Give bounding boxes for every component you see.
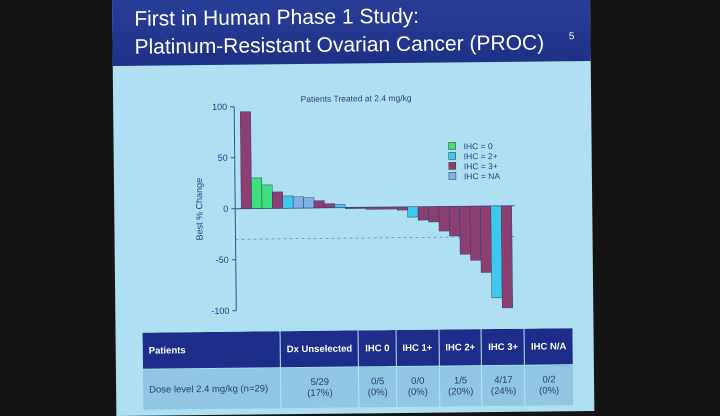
bar (439, 206, 450, 231)
header-cell: IHC 1+ (396, 329, 439, 366)
header-cell: Dx Unselected (280, 330, 359, 368)
bar (356, 207, 366, 208)
cell: 1/5(20%) (439, 366, 482, 407)
header-cell: IHC 0 (358, 330, 396, 367)
cell: 5/29(17%) (280, 367, 359, 409)
bar (470, 206, 481, 260)
cell-percent: (0%) (368, 387, 388, 398)
bar (501, 206, 512, 308)
waterfall-chart: Patients Treated at 2.4 mg/kg Best % Chan… (112, 0, 593, 326)
bar (262, 185, 273, 209)
y-tick-label: 50 (218, 153, 228, 163)
bar (408, 207, 419, 217)
y-tick-label: 100 (212, 102, 227, 112)
cell-fraction: 4/17 (494, 375, 513, 386)
cell: 0/5(0%) (359, 367, 397, 408)
header-cell: IHC N/A (524, 328, 573, 366)
bar (314, 201, 324, 208)
legend-swatch (449, 172, 456, 179)
cell: 4/17(24%) (482, 365, 525, 406)
bar (449, 206, 460, 236)
legend-swatch (449, 142, 456, 149)
header-cell: IHC 3+ (481, 328, 524, 365)
table-row: Dose level 2.4 mg/kg (n=29) 5/29(17%) 0/… (142, 365, 573, 411)
bar (376, 207, 386, 209)
cell-percent: (0%) (408, 387, 428, 398)
header-cell: Patients (142, 331, 280, 369)
y-axis-label: Best % Change (194, 178, 205, 241)
legend-label: IHC = 3+ (464, 161, 498, 171)
table-header-row: Patients Dx Unselected IHC 0 IHC 1+ IHC … (142, 328, 573, 370)
bar (304, 198, 315, 208)
cell-fraction: 0/5 (371, 376, 384, 387)
bar (240, 112, 251, 209)
bar (428, 207, 439, 222)
y-tick-label: -100 (211, 306, 229, 316)
legend-label: IHC = 0 (464, 141, 493, 151)
bar (251, 178, 262, 209)
slide: First in Human Phase 1 Study: Platinum-R… (112, 0, 594, 416)
y-tick-label: -50 (216, 255, 229, 265)
bar (324, 204, 334, 208)
bar (366, 207, 376, 209)
cell-fraction: 1/5 (454, 375, 467, 386)
cell-percent: (17%) (307, 388, 332, 399)
bar (335, 205, 345, 208)
cell-percent: (0%) (539, 385, 559, 396)
bar (272, 192, 283, 208)
cell-fraction: 0/2 (542, 374, 555, 385)
bar (283, 196, 294, 208)
bar (480, 206, 491, 272)
legend-swatch (449, 162, 456, 169)
bar (418, 207, 429, 220)
y-tick-label: 0 (223, 204, 228, 214)
cell: 0/2(0%) (525, 365, 574, 407)
cell-percent: (20%) (448, 386, 473, 397)
legend-swatch (449, 152, 456, 159)
bar (293, 197, 304, 208)
legend-label: IHC = NA (464, 171, 501, 181)
legend-label: IHC = 2+ (464, 151, 498, 161)
bar (460, 206, 471, 254)
header-cell: IHC 2+ (439, 329, 482, 366)
response-table: Patients Dx Unselected IHC 0 IHC 1+ IHC … (142, 327, 574, 411)
bar (345, 207, 355, 208)
bar (397, 207, 407, 210)
cell-fraction: 0/0 (411, 376, 424, 387)
bar (491, 206, 502, 298)
bar (387, 207, 397, 209)
cell-fraction: 5/29 (310, 377, 329, 388)
chart-title: Patients Treated at 2.4 mg/kg (301, 93, 412, 104)
cell: 0/0(0%) (396, 366, 439, 407)
cell-percent: (24%) (491, 386, 516, 397)
